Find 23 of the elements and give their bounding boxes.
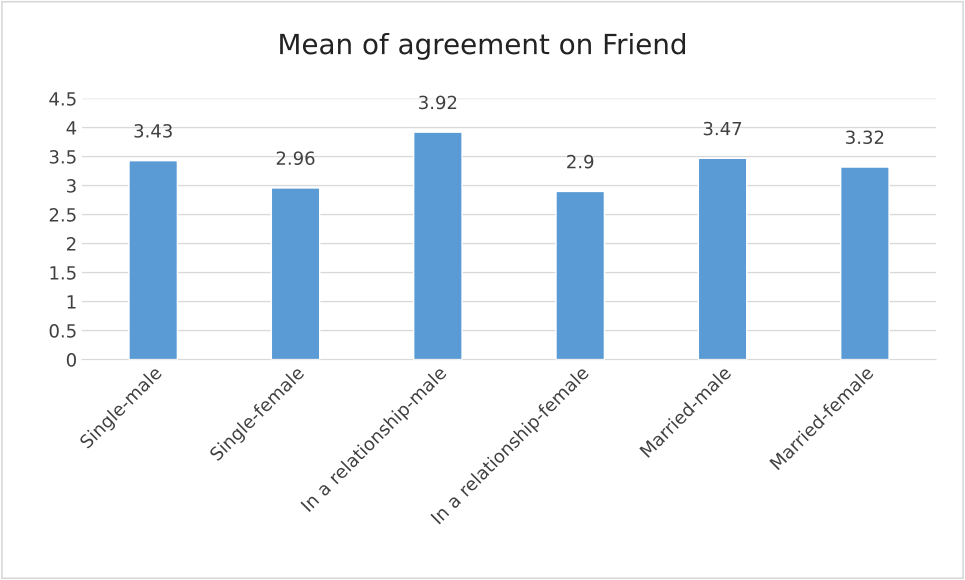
data-label: 3.32	[846, 130, 884, 144]
y-tick-label: 2.5	[50, 208, 76, 222]
data-label: 3.92	[419, 96, 456, 110]
y-tick-label: 2	[67, 237, 76, 250]
bar	[840, 166, 890, 360]
y-tick-label: 1.5	[50, 266, 76, 280]
y-tick-label: 4.5	[49, 92, 76, 106]
y-tick-label: 0.5	[50, 324, 76, 338]
bar	[412, 132, 463, 360]
y-tick-label: 3	[67, 179, 76, 193]
y-tick-label: 1	[68, 295, 76, 308]
chart-title: Mean of agreement on Friend	[280, 32, 686, 60]
y-tick-label: 0	[66, 353, 76, 367]
bar	[128, 160, 178, 360]
data-label: 3.47	[704, 122, 742, 136]
y-tick-label: 4	[66, 121, 76, 134]
bar	[270, 187, 320, 360]
y-tick-label: 3.5	[50, 150, 76, 164]
data-label: 2.96	[276, 151, 314, 165]
data-label: 2.9	[567, 154, 594, 168]
bar	[555, 190, 606, 360]
data-label: 3.43	[134, 124, 172, 138]
bar	[698, 158, 748, 360]
